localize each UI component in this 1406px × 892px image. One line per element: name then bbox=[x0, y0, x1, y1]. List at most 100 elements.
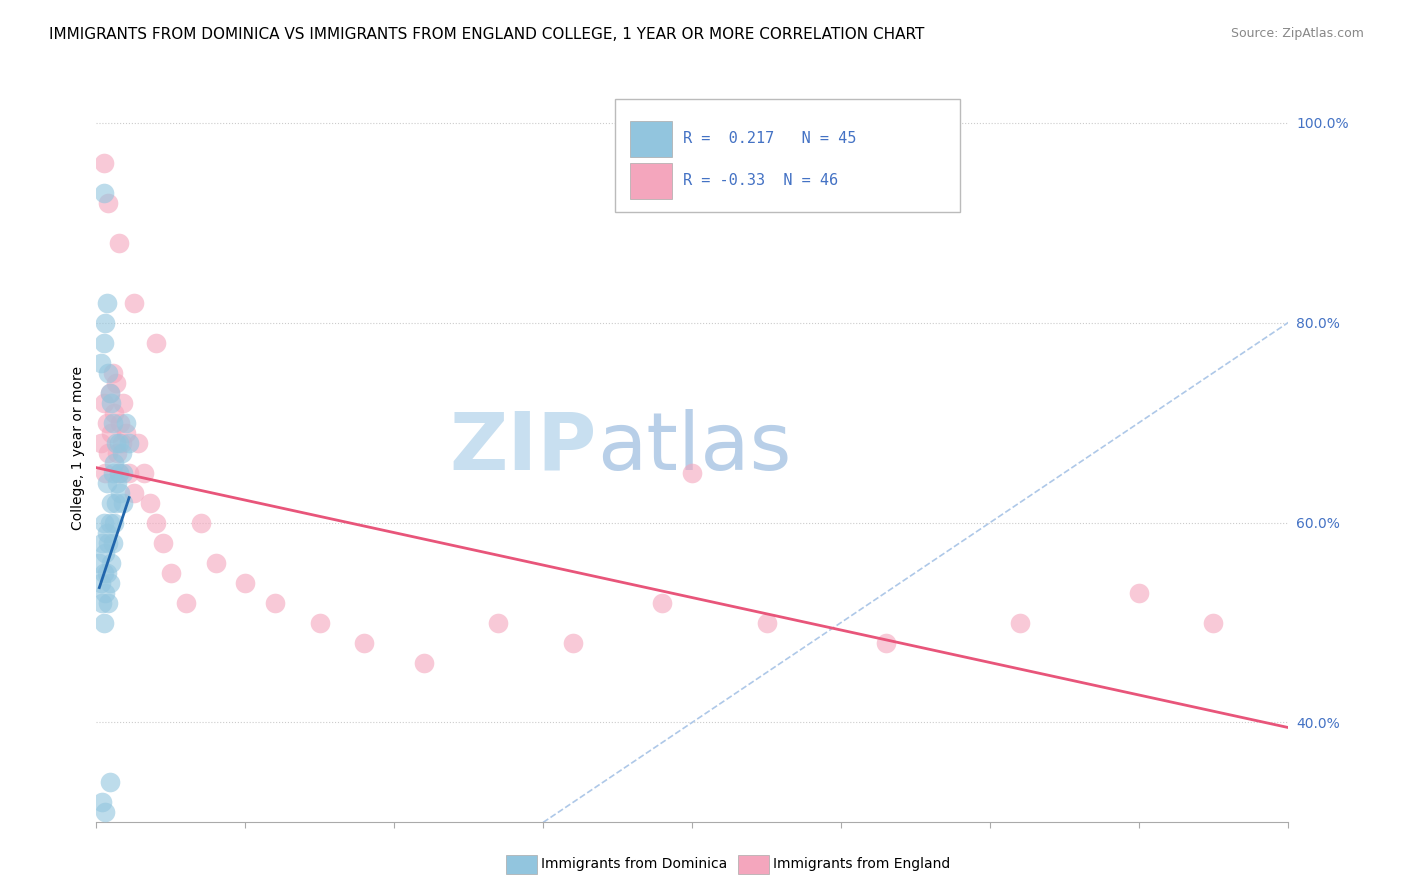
Point bbox=[96, 295, 118, 310]
Point bbox=[145, 335, 167, 350]
Point bbox=[94, 585, 117, 599]
Point bbox=[96, 525, 118, 540]
Point bbox=[1202, 615, 1225, 630]
Point bbox=[264, 596, 287, 610]
Point bbox=[98, 385, 121, 400]
Point bbox=[681, 466, 703, 480]
Text: ZIP: ZIP bbox=[450, 409, 596, 487]
Point bbox=[105, 475, 128, 490]
Point bbox=[98, 775, 121, 789]
Text: Source: ZipAtlas.com: Source: ZipAtlas.com bbox=[1230, 27, 1364, 40]
FancyBboxPatch shape bbox=[614, 99, 960, 211]
Point bbox=[101, 416, 124, 430]
Point bbox=[112, 495, 135, 509]
Point bbox=[107, 435, 129, 450]
Point bbox=[101, 535, 124, 549]
Text: atlas: atlas bbox=[596, 409, 792, 487]
Point bbox=[190, 516, 212, 530]
Point bbox=[233, 575, 256, 590]
Point bbox=[152, 535, 174, 549]
Point bbox=[108, 416, 131, 430]
Point bbox=[159, 566, 181, 580]
Point bbox=[103, 456, 125, 470]
Point bbox=[111, 435, 134, 450]
Point bbox=[413, 656, 436, 670]
Point bbox=[101, 366, 124, 380]
Point bbox=[93, 395, 115, 409]
Point bbox=[103, 406, 125, 420]
Point bbox=[97, 535, 120, 549]
Point bbox=[100, 556, 122, 570]
Point bbox=[174, 596, 197, 610]
Point bbox=[93, 186, 115, 200]
Point bbox=[93, 156, 115, 170]
Point bbox=[115, 416, 138, 430]
Point bbox=[145, 516, 167, 530]
Point bbox=[204, 556, 226, 570]
Point bbox=[118, 435, 141, 450]
Point bbox=[90, 356, 112, 370]
Point bbox=[139, 495, 162, 509]
Point bbox=[115, 425, 138, 440]
Text: R = -0.33  N = 46: R = -0.33 N = 46 bbox=[682, 173, 838, 188]
Point bbox=[132, 466, 155, 480]
Point bbox=[90, 575, 112, 590]
Point bbox=[103, 516, 125, 530]
Point bbox=[100, 425, 122, 440]
Point bbox=[94, 466, 117, 480]
Point bbox=[1008, 615, 1031, 630]
Text: Immigrants from Dominica: Immigrants from Dominica bbox=[541, 857, 727, 871]
Point bbox=[98, 516, 121, 530]
Point bbox=[112, 395, 135, 409]
Point bbox=[89, 556, 111, 570]
Point bbox=[122, 295, 145, 310]
Point bbox=[111, 445, 134, 459]
Point bbox=[127, 435, 149, 450]
Point bbox=[93, 566, 115, 580]
Point bbox=[112, 466, 135, 480]
Y-axis label: College, 1 year or more: College, 1 year or more bbox=[72, 366, 86, 530]
Point bbox=[94, 546, 117, 560]
Bar bbox=[630, 163, 672, 199]
Text: R =  0.217   N = 45: R = 0.217 N = 45 bbox=[682, 131, 856, 146]
Point bbox=[104, 495, 127, 509]
Point bbox=[101, 466, 124, 480]
Point bbox=[96, 566, 118, 580]
Point bbox=[651, 596, 673, 610]
Point bbox=[91, 535, 114, 549]
Point bbox=[118, 466, 141, 480]
Point bbox=[1128, 585, 1150, 599]
Point bbox=[108, 485, 131, 500]
Point bbox=[91, 796, 114, 810]
Point bbox=[488, 615, 510, 630]
Point bbox=[97, 445, 120, 459]
Point bbox=[94, 805, 117, 820]
Point bbox=[107, 466, 129, 480]
Point bbox=[91, 596, 114, 610]
Point bbox=[562, 635, 585, 649]
Point bbox=[93, 615, 115, 630]
Point bbox=[98, 385, 121, 400]
Text: IMMIGRANTS FROM DOMINICA VS IMMIGRANTS FROM ENGLAND COLLEGE, 1 YEAR OR MORE CORR: IMMIGRANTS FROM DOMINICA VS IMMIGRANTS F… bbox=[49, 27, 925, 42]
Point bbox=[755, 615, 778, 630]
Point bbox=[105, 445, 128, 459]
Bar bbox=[630, 121, 672, 157]
Point bbox=[97, 195, 120, 210]
Point bbox=[96, 416, 118, 430]
Point bbox=[353, 635, 375, 649]
Text: Immigrants from England: Immigrants from England bbox=[773, 857, 950, 871]
Point bbox=[107, 235, 129, 250]
Point bbox=[107, 466, 129, 480]
Point bbox=[97, 366, 120, 380]
Point bbox=[93, 335, 115, 350]
Point bbox=[100, 495, 122, 509]
Point bbox=[100, 395, 122, 409]
Point bbox=[90, 435, 112, 450]
Point bbox=[93, 516, 115, 530]
Point bbox=[98, 575, 121, 590]
Point bbox=[97, 596, 120, 610]
Point bbox=[308, 615, 330, 630]
Point bbox=[104, 376, 127, 390]
Point bbox=[94, 316, 117, 330]
Point bbox=[875, 635, 897, 649]
